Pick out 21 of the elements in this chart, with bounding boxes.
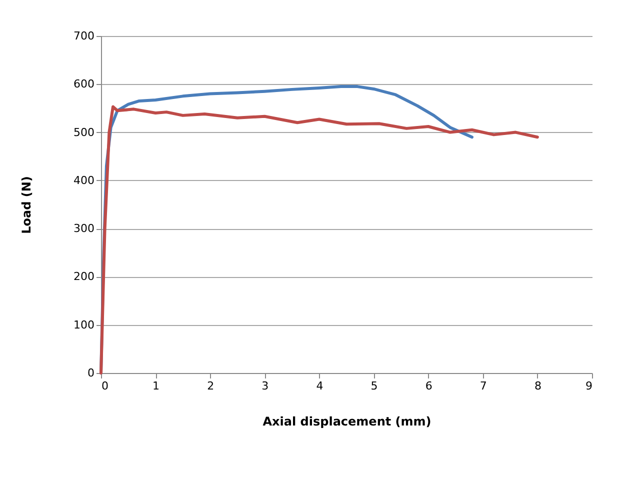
x-tick-label: 4 [316, 380, 324, 392]
x-tick-label: 9 [586, 380, 592, 392]
x-tick-label: 6 [425, 380, 432, 392]
x-axis-title: Axial displacement (mm) [262, 414, 432, 428]
y-tick-label: 300 [74, 222, 94, 236]
y-tick-label: 100 [74, 318, 94, 332]
line-series [100, 105, 539, 374]
y-tick-label: 500 [74, 126, 94, 139]
x-tick-label: 1 [152, 380, 160, 392]
x-tick-label: 0 [102, 380, 108, 392]
y-tick-label: 700 [74, 30, 94, 42]
x-tick-label: 7 [480, 380, 487, 392]
y-tick-label: 400 [74, 174, 94, 187]
y-tick-label: 600 [74, 78, 94, 91]
x-tick-label: 5 [370, 380, 378, 392]
y-axis-title: Load (N) [20, 176, 34, 234]
x-tick-label: 8 [534, 380, 542, 392]
y-tick-label: 200 [74, 270, 94, 284]
x-tick-label: 2 [207, 380, 214, 392]
y-tick-label: 0 [88, 366, 94, 380]
x-tick-label: 3 [262, 380, 269, 392]
